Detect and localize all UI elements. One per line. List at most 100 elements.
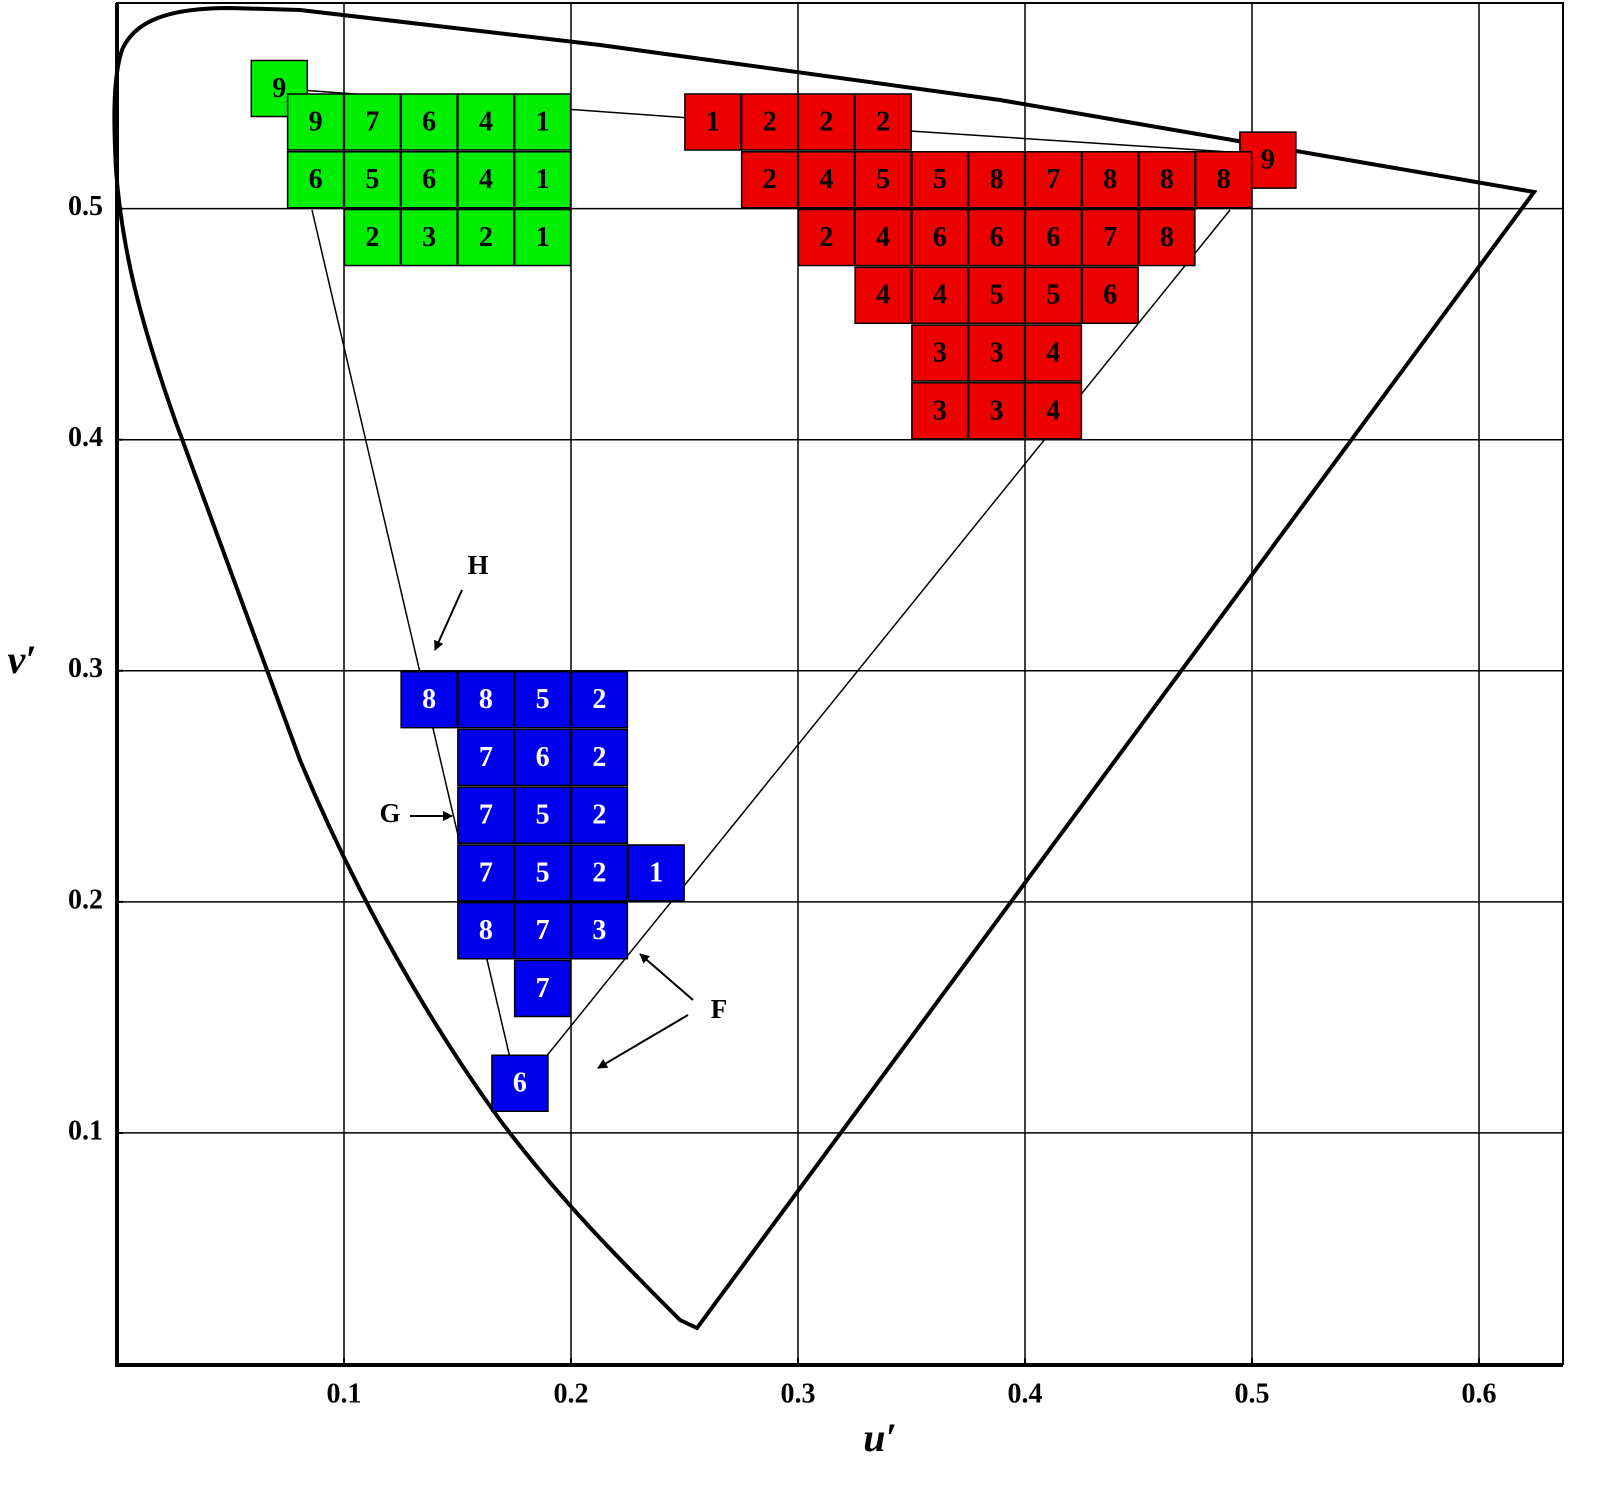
cell-label: 7 bbox=[479, 800, 493, 831]
cell-label: 2 bbox=[876, 106, 890, 137]
cell-label: 3 bbox=[933, 337, 947, 368]
annotation: F bbox=[711, 994, 728, 1024]
cell bbox=[513, 786, 572, 844]
cell-label: 9 bbox=[1261, 145, 1275, 176]
cell-label: 3 bbox=[990, 337, 1004, 368]
cell bbox=[457, 208, 515, 267]
cell bbox=[570, 786, 629, 844]
cell bbox=[1081, 208, 1139, 267]
cell-label: 5 bbox=[876, 164, 890, 195]
cell bbox=[967, 208, 1026, 267]
cell-label: 8 bbox=[422, 684, 436, 715]
cell bbox=[400, 151, 458, 209]
cell-label: 5 bbox=[365, 164, 379, 195]
cell-label: 6 bbox=[1046, 222, 1060, 253]
cell-label: 4 bbox=[876, 280, 890, 311]
y-axis-label: v′ bbox=[7, 637, 36, 682]
cell-label: 1 bbox=[536, 106, 550, 137]
cell-label: 7 bbox=[1103, 222, 1117, 253]
cell bbox=[513, 959, 572, 1018]
cell bbox=[457, 901, 515, 960]
cell-label: 3 bbox=[933, 395, 947, 426]
cell bbox=[1138, 151, 1196, 209]
cell-label: 2 bbox=[592, 857, 606, 888]
annotation: G bbox=[379, 798, 400, 828]
cell-label: 7 bbox=[1046, 164, 1060, 195]
cell bbox=[911, 382, 969, 440]
cell-label: 8 bbox=[1103, 164, 1117, 195]
cell bbox=[513, 93, 572, 151]
cell-label: 3 bbox=[422, 222, 436, 253]
cell bbox=[967, 151, 1026, 209]
cell-label: 9 bbox=[272, 73, 286, 104]
cell-label: 4 bbox=[1046, 337, 1060, 368]
cell-label: 2 bbox=[592, 800, 606, 831]
cell bbox=[513, 208, 572, 267]
arrow bbox=[639, 953, 694, 1001]
cell bbox=[457, 786, 515, 844]
cell bbox=[854, 266, 912, 325]
cells: 99 7 6 4 16 5 6 4 12 3 2 11 2 2 292 4 5 5 8 7 8 8 82 4 6 6 6 7 84 4 5 5… bbox=[250, 59, 1297, 1113]
cell-label: 4 bbox=[933, 280, 947, 311]
cell bbox=[1138, 208, 1196, 267]
cell bbox=[457, 151, 515, 209]
cell bbox=[400, 93, 458, 151]
y-tick-label: 0.2 bbox=[68, 884, 103, 915]
cell-label: 5 bbox=[536, 800, 550, 831]
cell bbox=[286, 151, 345, 209]
arrow bbox=[597, 1014, 689, 1069]
cell-label: 9 bbox=[309, 106, 323, 137]
cell-label: 3 bbox=[592, 915, 606, 946]
cell-label: 2 bbox=[819, 106, 833, 137]
cell-label: 7 bbox=[536, 973, 550, 1004]
cell bbox=[911, 266, 969, 325]
cell-label: 6 bbox=[933, 222, 947, 253]
gamut-line bbox=[909, 130, 1246, 154]
cell bbox=[854, 93, 912, 151]
cell-label: 2 bbox=[479, 222, 493, 253]
x-tick-label: 0.3 bbox=[781, 1378, 816, 1409]
cell bbox=[491, 1054, 549, 1113]
cell-label: 5 bbox=[990, 280, 1004, 311]
cell bbox=[967, 266, 1026, 325]
cell-label: 1 bbox=[649, 857, 663, 888]
cell-label: 8 bbox=[479, 684, 493, 715]
cell bbox=[457, 670, 515, 729]
cell-label: 5 bbox=[1046, 280, 1060, 311]
cell bbox=[797, 93, 856, 151]
cell-label: 4 bbox=[479, 164, 493, 195]
cell bbox=[513, 670, 572, 729]
x-tick-label: 0.1 bbox=[327, 1378, 362, 1409]
cell bbox=[854, 208, 912, 267]
cell-label: 2 bbox=[763, 164, 777, 195]
cell bbox=[1194, 151, 1253, 209]
cell-label: 4 bbox=[876, 222, 890, 253]
annotation: H bbox=[467, 550, 488, 580]
cell bbox=[1024, 324, 1083, 382]
cell-label: 4 bbox=[1046, 395, 1060, 426]
cell bbox=[457, 728, 515, 787]
cell-label: 8 bbox=[479, 915, 493, 946]
cell-label: 6 bbox=[309, 164, 323, 195]
cell bbox=[740, 93, 799, 151]
cell-label: 2 bbox=[763, 106, 777, 137]
arrow bbox=[434, 589, 463, 651]
y-tick-label: 0.5 bbox=[68, 191, 103, 222]
cell-label: 6 bbox=[536, 742, 550, 773]
cell bbox=[400, 670, 458, 729]
cell bbox=[513, 151, 572, 209]
x-tick-label: 0.5 bbox=[1235, 1378, 1270, 1409]
cell bbox=[343, 151, 402, 209]
cell bbox=[570, 901, 629, 960]
y-tick-label: 0.1 bbox=[68, 1115, 103, 1146]
cell bbox=[854, 151, 912, 209]
cell bbox=[911, 151, 969, 209]
cell-label: 7 bbox=[479, 742, 493, 773]
cell-label: 2 bbox=[592, 742, 606, 773]
cell bbox=[627, 844, 685, 902]
cell-label: 3 bbox=[990, 395, 1004, 426]
cell-label: 6 bbox=[990, 222, 1004, 253]
annotation-arrows bbox=[410, 589, 694, 1069]
cell bbox=[513, 901, 572, 960]
spectrum-locus bbox=[112, 5, 1538, 1331]
